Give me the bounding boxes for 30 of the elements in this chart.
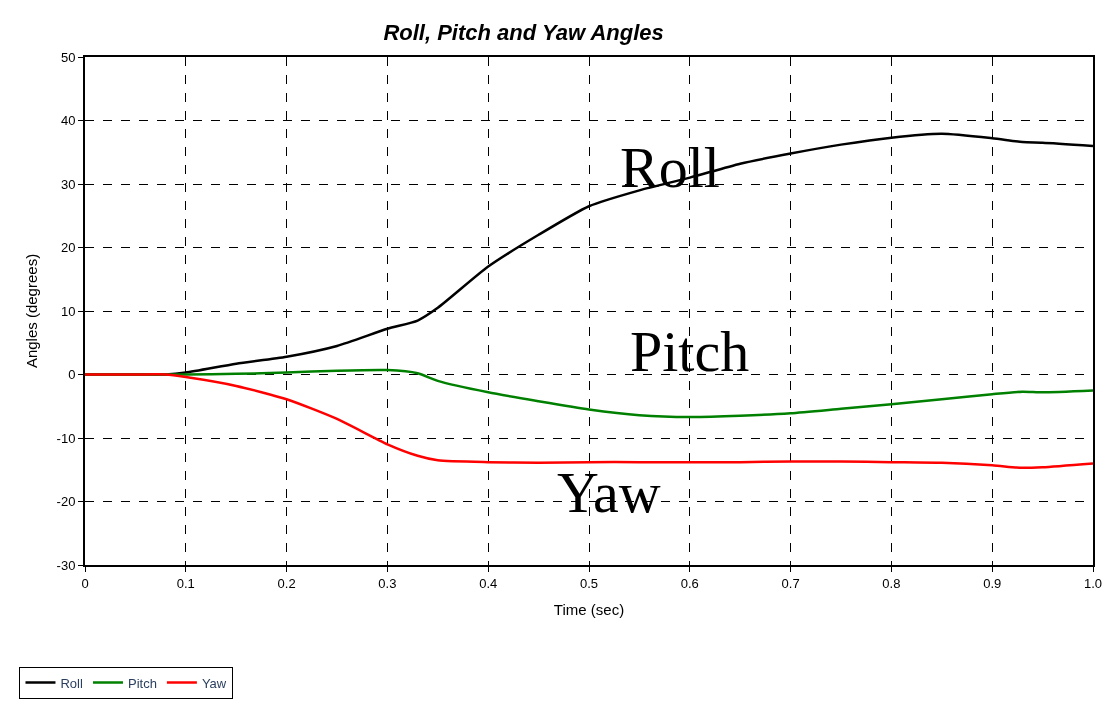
x-tick-label: 0.2 — [277, 575, 296, 591]
y-tick-label: 0 — [68, 367, 76, 383]
y-tick-label: 30 — [60, 176, 76, 192]
y-tick-label: 50 — [60, 49, 76, 65]
y-tick-label: 10 — [60, 303, 76, 319]
y-tick-label: -30 — [56, 557, 76, 573]
legend-label: Pitch — [127, 675, 157, 691]
x-tick-label: 0.4 — [479, 575, 498, 591]
x-tick-label: 0.1 — [176, 575, 195, 591]
x-tick-label: 0.8 — [882, 575, 901, 591]
line-series — [85, 373, 1093, 470]
legend-label: Yaw — [201, 675, 227, 691]
x-tick-label: 0.3 — [378, 575, 397, 591]
chart-title: Roll, Pitch and Yaw Angles — [383, 20, 664, 46]
x-axis-title: Time (sec) — [553, 601, 625, 619]
x-tick-label: 0.9 — [983, 575, 1002, 591]
x-tick-label: 0.6 — [680, 575, 699, 591]
annotation: Pitch — [630, 319, 750, 384]
annotation: Yaw — [557, 460, 661, 525]
x-tick-label: 1.0 — [1083, 575, 1103, 591]
annotation: Roll — [620, 135, 720, 200]
x-tick-label: 0 — [81, 575, 89, 591]
y-tick-label: -20 — [56, 494, 76, 510]
x-tick-label: 0.5 — [579, 575, 599, 591]
y-axis-title: Angles (degrees) — [23, 253, 41, 369]
y-tick-label: -10 — [56, 430, 76, 446]
legend-label: Roll — [60, 675, 83, 691]
y-tick-label: 40 — [60, 113, 76, 129]
y-tick-label: 20 — [60, 240, 76, 256]
x-tick-label: 0.7 — [781, 575, 800, 591]
